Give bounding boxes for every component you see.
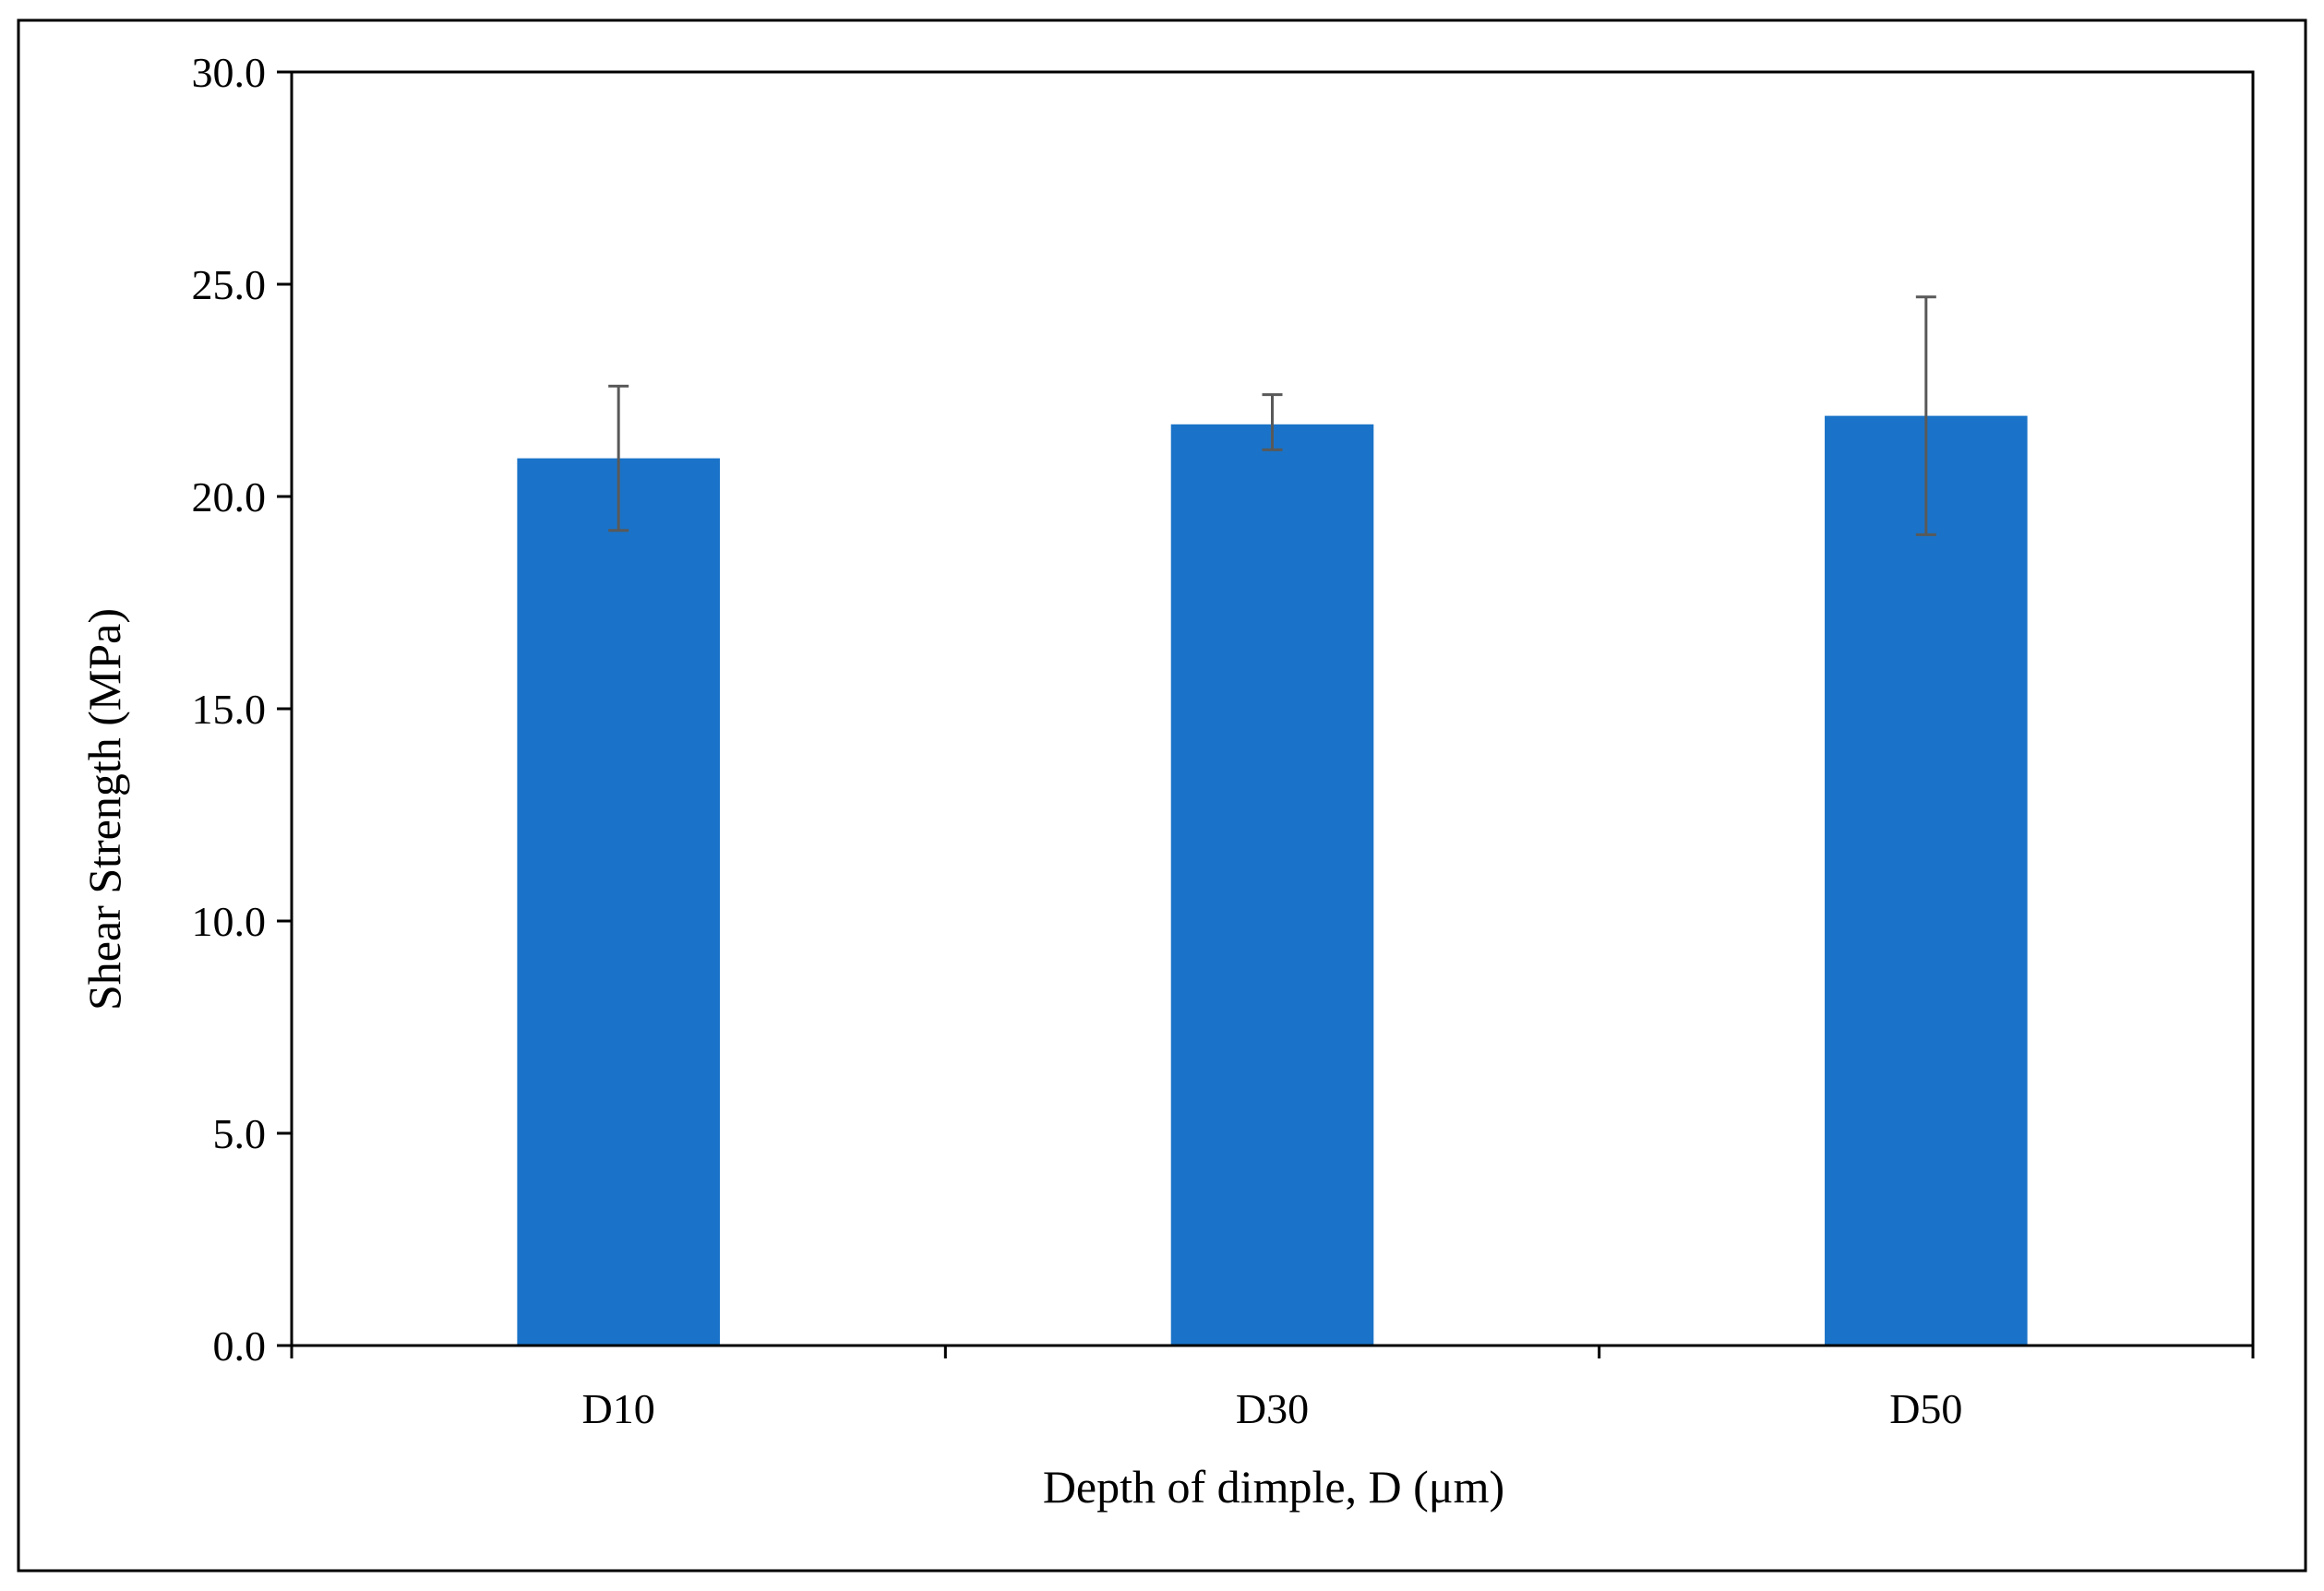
bar: [1170, 424, 1374, 1346]
plot-area: 0.0 5.0 10.0 15.0 20.0 25.0 30.0 D10 D30 D50: [192, 49, 2255, 1432]
x-tick-label: D50: [1889, 1385, 1962, 1432]
y-tick-label: 10.0: [192, 898, 267, 945]
x-tick-label: D10: [582, 1385, 655, 1432]
x-tick-label: D30: [1236, 1385, 1309, 1432]
y-axis-title: Shear Strength (MPa): [78, 608, 130, 1011]
y-tick-label: 20.0: [192, 473, 267, 520]
bar: [1825, 415, 2028, 1346]
y-tick-label: 0.0: [213, 1322, 267, 1370]
y-tick-label: 5.0: [213, 1110, 267, 1157]
y-tick-label: 30.0: [192, 49, 267, 96]
y-tick-label: 15.0: [192, 686, 267, 733]
y-tick-label: 25.0: [192, 261, 267, 308]
bar: [517, 458, 720, 1346]
x-axis-title: Depth of dimple, D (μm): [1043, 1461, 1504, 1513]
